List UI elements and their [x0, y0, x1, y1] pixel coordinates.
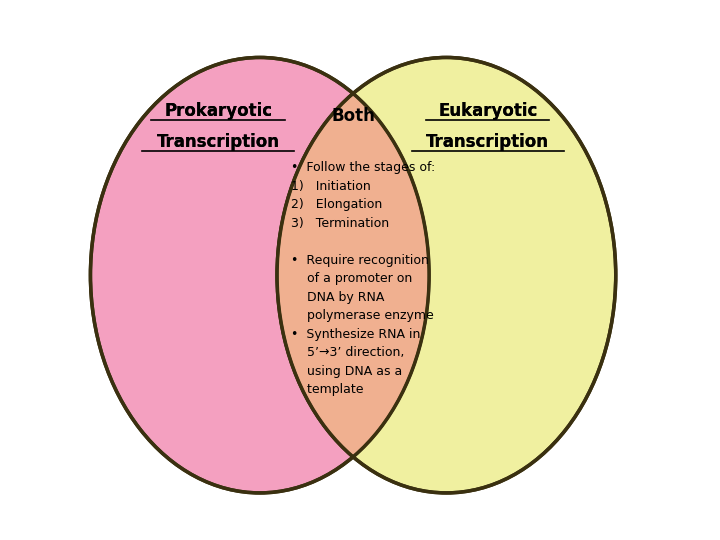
Text: Transcription: Transcription: [426, 133, 549, 151]
Text: Eukaryotic: Eukaryotic: [438, 102, 538, 120]
Text: Both: Both: [331, 107, 375, 125]
Text: Prokaryotic: Prokaryotic: [164, 102, 272, 120]
Ellipse shape: [277, 57, 616, 493]
Text: Transcription: Transcription: [157, 133, 280, 151]
Text: Prokaryotic: Prokaryotic: [164, 102, 272, 120]
Text: •  Follow the stages of:
1)   Initiation
2)   Elongation
3)   Termination

•  Re: • Follow the stages of: 1) Initiation 2)…: [291, 161, 435, 396]
Ellipse shape: [91, 57, 429, 493]
Text: Transcription: Transcription: [157, 133, 280, 151]
Text: Eukaryotic: Eukaryotic: [438, 102, 538, 120]
Polygon shape: [277, 93, 429, 457]
Text: Transcription: Transcription: [426, 133, 549, 151]
